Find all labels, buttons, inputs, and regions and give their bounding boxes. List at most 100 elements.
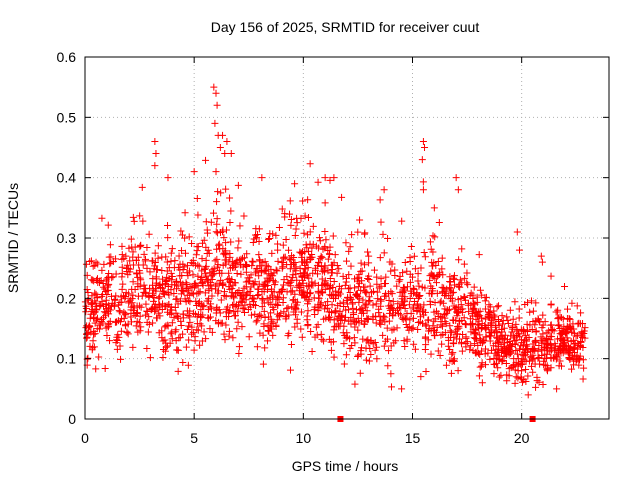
data-point	[356, 369, 364, 377]
data-point	[498, 328, 506, 336]
data-point	[509, 363, 517, 371]
data-point	[283, 305, 291, 313]
data-point	[255, 272, 263, 280]
data-point	[151, 249, 159, 257]
data-point	[373, 288, 381, 296]
data-point	[288, 287, 296, 295]
data-point	[361, 261, 369, 269]
data-point	[429, 322, 437, 330]
data-point	[172, 295, 180, 303]
data-point	[420, 301, 428, 309]
data-point	[377, 218, 385, 226]
data-point	[455, 308, 463, 316]
data-point	[268, 285, 276, 293]
data-point	[475, 321, 483, 329]
data-point	[149, 319, 157, 327]
data-point	[195, 262, 203, 270]
data-point	[94, 260, 102, 268]
data-point	[184, 272, 192, 280]
data-point	[174, 346, 182, 354]
data-point	[210, 83, 218, 91]
data-point	[554, 314, 562, 322]
data-point	[330, 174, 338, 182]
data-point	[264, 263, 272, 271]
data-point	[422, 321, 430, 329]
data-point	[503, 377, 511, 385]
data-point	[253, 267, 261, 275]
data-point	[320, 337, 328, 345]
data-point	[316, 255, 324, 263]
data-point	[308, 347, 316, 355]
data-point	[358, 344, 366, 352]
data-point	[261, 314, 269, 322]
data-point	[301, 265, 309, 273]
data-point	[547, 272, 555, 280]
data-point	[389, 297, 397, 305]
data-point	[96, 302, 104, 310]
data-point	[475, 372, 483, 380]
data-point	[213, 101, 221, 109]
data-point	[269, 272, 277, 280]
data-point	[356, 216, 364, 224]
data-point	[321, 174, 329, 182]
data-point	[521, 331, 529, 339]
data-point	[452, 174, 460, 182]
data-point	[459, 330, 467, 338]
data-point	[279, 241, 287, 249]
data-point	[531, 360, 539, 368]
data-point	[569, 320, 577, 328]
data-point	[446, 277, 454, 285]
data-point	[93, 314, 101, 322]
data-point	[99, 290, 107, 298]
data-point	[343, 329, 351, 337]
data-point	[266, 323, 274, 331]
data-point	[255, 251, 263, 259]
data-point	[161, 302, 169, 310]
data-point	[216, 144, 224, 151]
data-point	[576, 342, 584, 350]
data-point	[555, 321, 563, 329]
data-point	[259, 296, 267, 304]
data-point	[285, 279, 293, 287]
data-point	[240, 212, 248, 220]
data-point	[178, 271, 186, 279]
data-point	[346, 243, 354, 251]
data-point	[351, 380, 359, 388]
data-point	[465, 308, 473, 316]
data-point	[135, 261, 143, 269]
data-point	[371, 338, 379, 346]
data-point	[92, 365, 100, 373]
data-point	[243, 250, 251, 258]
data-point	[206, 325, 214, 333]
data-point	[237, 270, 245, 278]
data-point	[173, 346, 181, 354]
data-point	[401, 304, 409, 312]
data-point	[118, 285, 126, 293]
data-point	[155, 329, 163, 337]
data-point	[411, 265, 419, 273]
data-point	[361, 301, 369, 309]
data-point	[353, 317, 361, 325]
data-point	[136, 327, 144, 335]
data-point	[184, 312, 192, 320]
data-point	[173, 277, 181, 285]
data-point	[428, 262, 436, 270]
data-point	[548, 326, 556, 334]
data-point	[424, 336, 432, 344]
data-point	[329, 232, 337, 240]
data-point	[291, 259, 299, 267]
data-point	[118, 251, 126, 259]
data-point	[300, 229, 308, 237]
data-point	[444, 342, 452, 350]
data-point	[516, 345, 524, 353]
data-point	[315, 259, 323, 267]
data-point	[291, 231, 299, 239]
data-point	[206, 269, 214, 277]
data-point	[417, 373, 425, 381]
data-point	[136, 243, 144, 251]
data-point	[314, 270, 322, 278]
data-point	[222, 305, 230, 313]
data-point	[318, 275, 326, 283]
data-point	[318, 335, 326, 343]
data-point	[495, 302, 503, 310]
